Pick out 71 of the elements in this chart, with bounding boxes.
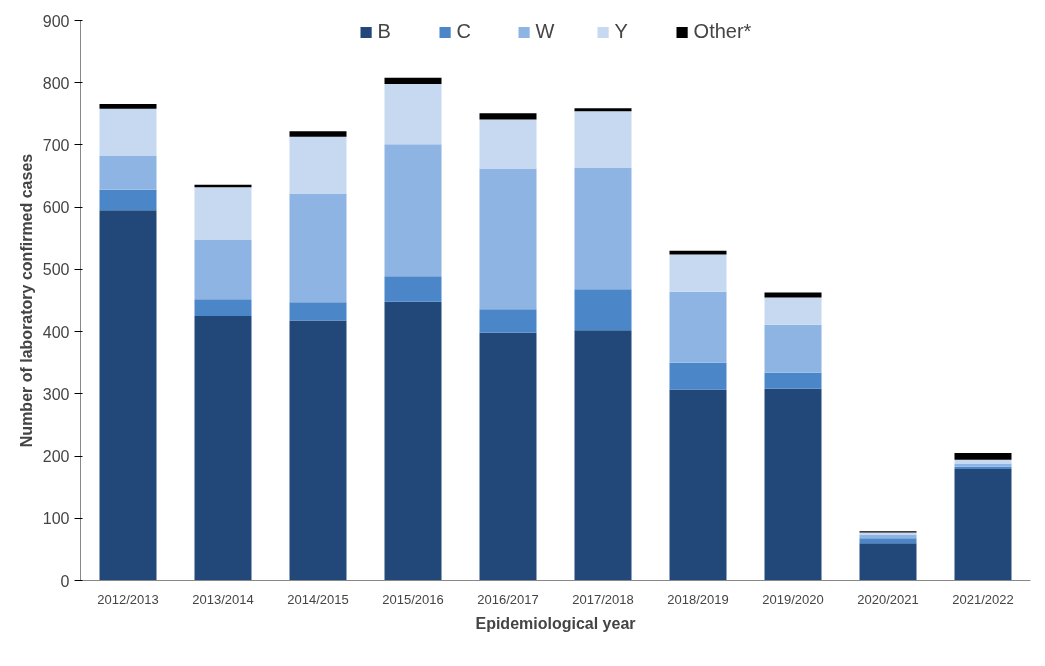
x-tick-label: 2015/2016 bbox=[382, 591, 444, 607]
bar bbox=[954, 459, 1012, 464]
y-tick-label: 200 bbox=[42, 448, 70, 466]
bar bbox=[99, 108, 157, 156]
bar bbox=[479, 168, 537, 310]
bar bbox=[384, 301, 442, 581]
bar bbox=[954, 469, 1012, 581]
bar bbox=[764, 297, 822, 325]
bar bbox=[99, 103, 157, 109]
bar bbox=[574, 108, 632, 112]
bar bbox=[289, 193, 347, 303]
bar bbox=[289, 302, 347, 321]
x-tick-label: 2019/2020 bbox=[762, 591, 824, 607]
bar bbox=[384, 276, 442, 302]
bar bbox=[384, 77, 442, 84]
bar bbox=[289, 131, 347, 137]
bar bbox=[384, 83, 442, 145]
y-tick-label: 0 bbox=[60, 572, 70, 590]
bar bbox=[574, 167, 632, 290]
bar bbox=[669, 254, 727, 292]
bar bbox=[99, 210, 157, 581]
bar bbox=[764, 292, 822, 298]
bar bbox=[479, 332, 537, 581]
y-tick-label: 900 bbox=[42, 12, 70, 30]
bar bbox=[764, 372, 822, 389]
y-tick-label: 500 bbox=[42, 261, 70, 279]
bar bbox=[859, 534, 917, 539]
bar bbox=[574, 330, 632, 581]
legend-label: W bbox=[535, 20, 556, 43]
bar bbox=[669, 389, 727, 581]
bar bbox=[289, 136, 347, 194]
bar bbox=[194, 187, 252, 240]
y-tick-label: 600 bbox=[42, 199, 70, 217]
x-tick-label: 2016/2017 bbox=[477, 591, 539, 607]
bar bbox=[764, 324, 822, 373]
bar bbox=[194, 239, 252, 300]
legend-label: Other* bbox=[693, 20, 752, 43]
bar bbox=[574, 111, 632, 168]
legend-label: Y bbox=[614, 20, 629, 43]
x-tick-label: 2020/2021 bbox=[857, 591, 919, 607]
x-tick-label: 2018/2019 bbox=[667, 591, 729, 607]
bar bbox=[479, 113, 537, 120]
y-tick-label: 700 bbox=[42, 136, 70, 154]
legend-label: B bbox=[377, 20, 392, 43]
y-tick-label: 100 bbox=[42, 510, 70, 528]
bar bbox=[574, 289, 632, 331]
bar bbox=[289, 320, 347, 581]
x-axis-title: Epidemiological year bbox=[475, 614, 636, 632]
bar bbox=[859, 538, 917, 544]
bar bbox=[859, 543, 917, 581]
x-tick-label: 2017/2018 bbox=[572, 591, 634, 607]
bar bbox=[384, 144, 442, 277]
legend-label: C bbox=[456, 20, 473, 43]
bar bbox=[479, 119, 537, 169]
y-tick-label: 800 bbox=[42, 74, 70, 92]
x-tick-label: 2012/2013 bbox=[97, 591, 159, 607]
bar bbox=[479, 309, 537, 333]
bar bbox=[669, 291, 727, 363]
y-tick-label: 400 bbox=[42, 323, 70, 341]
bar bbox=[194, 316, 252, 581]
y-axis-title: Number of laboratory confirmed cases bbox=[17, 153, 35, 448]
bar bbox=[764, 388, 822, 581]
bar bbox=[99, 155, 157, 190]
bar bbox=[194, 299, 252, 317]
x-tick-label: 2014/2015 bbox=[287, 591, 349, 607]
y-tick-label: 300 bbox=[42, 385, 70, 403]
bar bbox=[669, 362, 727, 390]
bar bbox=[954, 452, 1012, 460]
bar bbox=[99, 189, 157, 211]
x-tick-label: 2013/2014 bbox=[192, 591, 254, 607]
x-tick-label: 2021/2022 bbox=[952, 591, 1014, 607]
